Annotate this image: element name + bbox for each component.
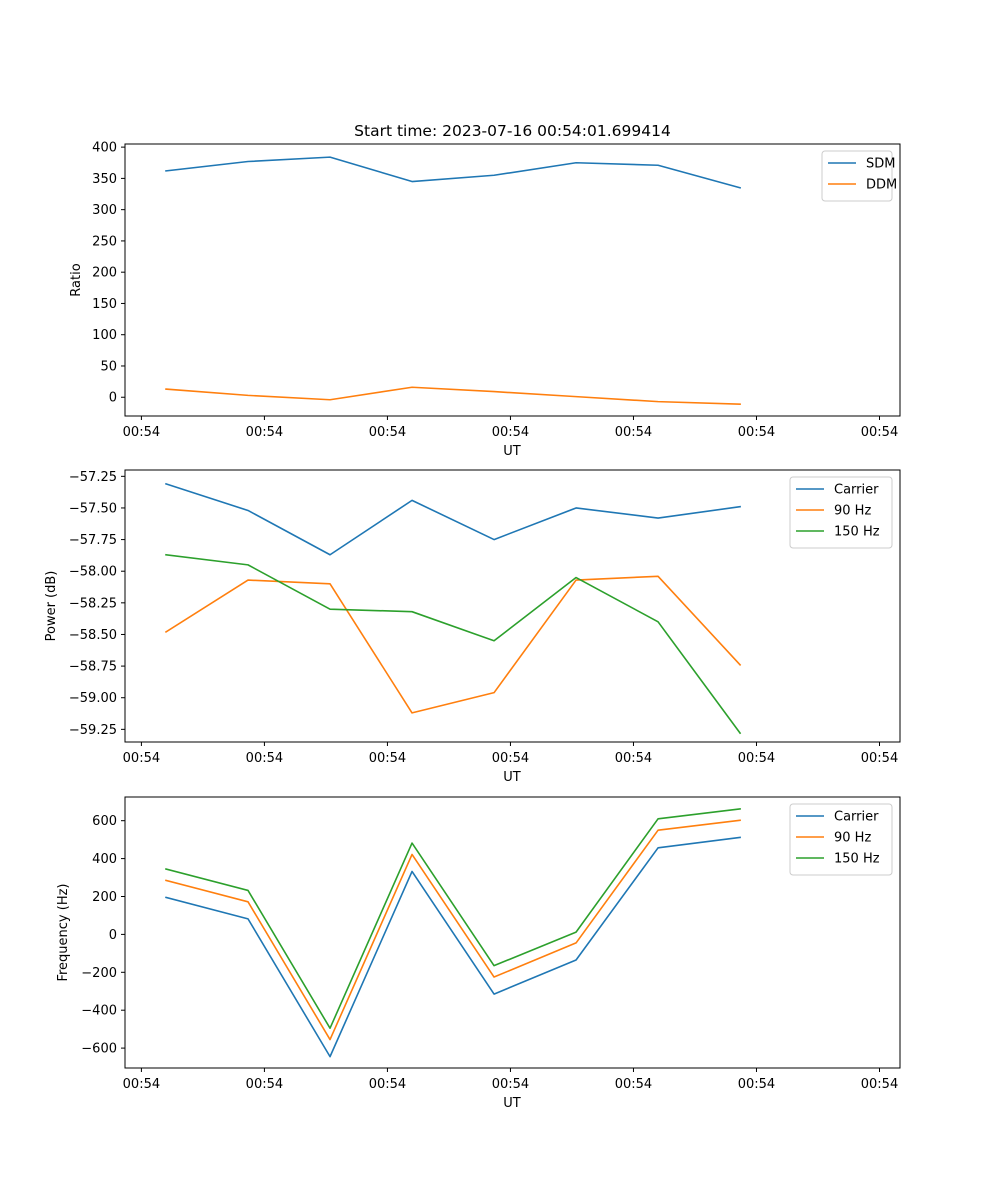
ratio-series-group <box>165 156 742 405</box>
ratio-xlabel: UT <box>503 444 521 459</box>
frequency-legend: Carrier 90 Hz 150 Hz <box>789 803 893 876</box>
chart-title: Start time: 2023-07-16 00:54:01.699414 <box>354 122 671 140</box>
power-xlabel: UT <box>503 770 521 785</box>
ratio-ytick-label: 100 <box>92 328 117 343</box>
frequency-series-150-hz <box>165 808 741 1029</box>
frequency-ytick-label: 600 <box>92 814 117 829</box>
frequency-ytick-label: −600 <box>81 1042 117 1057</box>
power-ytick-label: −57.50 <box>69 501 117 516</box>
ratio-ylabel: Ratio <box>69 263 84 296</box>
power-ytick-label: −57.25 <box>69 470 117 485</box>
power-xtick-label: 00:54 <box>615 751 652 766</box>
power-legend-label-150-hz: 150 Hz <box>834 525 880 540</box>
frequency-xtick-label: 00:54 <box>246 1077 283 1092</box>
frequency-legend-label-150-hz: 150 Hz <box>834 852 880 867</box>
frequency-ylabel: Frequency (Hz) <box>56 883 71 981</box>
ratio-ytick-label: 400 <box>92 141 117 156</box>
ratio-xtick-label: 00:54 <box>861 425 898 440</box>
ratio-ytick-label: 300 <box>92 203 117 218</box>
frequency-ytick-label: 0 <box>109 928 117 943</box>
ratio-ytick-label: 350 <box>92 172 117 187</box>
power-series-carrier <box>165 482 741 556</box>
power-ytick-label: −59.00 <box>69 691 117 706</box>
power-series-group <box>164 482 742 735</box>
power-legend: Carrier 90 Hz 150 Hz <box>789 476 893 549</box>
power-ytick-label: −58.00 <box>69 565 117 580</box>
ratio-axes-frame <box>124 143 901 417</box>
ratio-xtick-label: 00:54 <box>369 425 406 440</box>
power-xtick-label: 00:54 <box>123 751 160 766</box>
power-ylabel: Power (dB) <box>44 571 59 642</box>
ratio-ytick-label: 50 <box>100 359 117 374</box>
frequency-xtick-label: 00:54 <box>369 1077 406 1092</box>
ratio-series-sdm <box>165 156 742 189</box>
power-series-90-hz <box>164 575 742 714</box>
power-ytick-label: −58.25 <box>69 596 117 611</box>
power-ytick-label: −59.25 <box>69 723 117 738</box>
frequency-legend-label-90-hz: 90 Hz <box>834 831 871 846</box>
frequency-ytick-label: 200 <box>92 890 117 905</box>
frequency-series-group <box>165 808 741 1058</box>
power-ytick-label: −58.50 <box>69 628 117 643</box>
ratio-panel: 0 50 100 150 200 250 300 350 400 00:54 00:54 00:54 0… <box>69 141 901 459</box>
power-xtick-label: 00:54 <box>246 751 283 766</box>
power-legend-label-carrier: Carrier <box>834 483 879 498</box>
ratio-ytick-label: 0 <box>109 391 117 406</box>
ratio-legend: SDM DDM <box>821 150 897 202</box>
power-xtick-label: 00:54 <box>369 751 406 766</box>
ratio-legend-label-ddm: DDM <box>866 178 897 193</box>
frequency-legend-label-carrier: Carrier <box>834 810 879 825</box>
frequency-ytick-label: −200 <box>81 966 117 981</box>
ratio-xtick-label: 00:54 <box>492 425 529 440</box>
power-ytick-label: −58.75 <box>69 660 117 675</box>
power-legend-label-90-hz: 90 Hz <box>834 504 871 519</box>
frequency-axes-frame <box>124 796 901 1069</box>
ratio-legend-label-sdm: SDM <box>866 157 895 172</box>
frequency-xtick-label: 00:54 <box>861 1077 898 1092</box>
ratio-ytick-label: 200 <box>92 266 117 281</box>
power-axes-frame <box>124 469 901 743</box>
frequency-ytick-label: −400 <box>81 1004 117 1019</box>
power-ytick-label: −57.75 <box>69 533 117 548</box>
power-xtick-label: 00:54 <box>861 751 898 766</box>
power-panel: −59.25 −59.00 −58.75 −58.50 −58.25 −58.00 −57.… <box>44 469 901 785</box>
frequency-series-carrier <box>165 836 741 1058</box>
power-xtick-label: 00:54 <box>492 751 529 766</box>
frequency-panel: −600 −400 −200 0 200 400 600 00:54 00:54 00:54 00:… <box>56 796 901 1111</box>
frequency-series-90-hz <box>165 819 741 1041</box>
ratio-xtick-label: 00:54 <box>738 425 775 440</box>
power-xtick-label: 00:54 <box>738 751 775 766</box>
ratio-xtick-label: 00:54 <box>123 425 160 440</box>
ratio-series-ddm <box>165 386 741 405</box>
frequency-xtick-label: 00:54 <box>492 1077 529 1092</box>
frequency-xtick-label: 00:54 <box>615 1077 652 1092</box>
ratio-ytick-label: 250 <box>92 234 117 249</box>
ratio-ytick-label: 150 <box>92 297 117 312</box>
power-series-150-hz <box>165 553 742 735</box>
frequency-xtick-label: 00:54 <box>738 1077 775 1092</box>
frequency-xtick-label: 00:54 <box>123 1077 160 1092</box>
frequency-ytick-label: 400 <box>92 852 117 867</box>
ratio-xtick-label: 00:54 <box>615 425 652 440</box>
ratio-xtick-label: 00:54 <box>246 425 283 440</box>
frequency-xlabel: UT <box>503 1096 521 1111</box>
